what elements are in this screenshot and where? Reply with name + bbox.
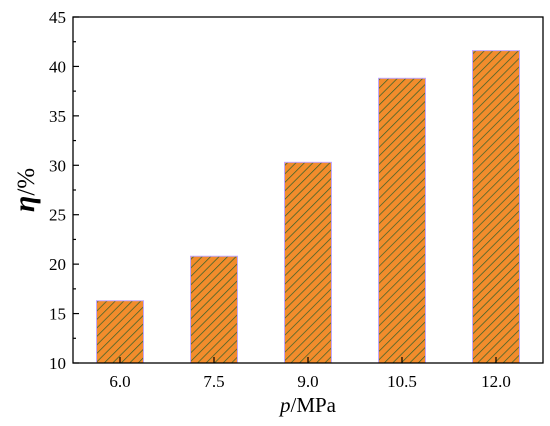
- plot-frame: [72, 16, 544, 364]
- y-tick-label: 15: [49, 305, 66, 324]
- x-axis-ticks: 6.0 7.5 9.0 10.5 12.0: [109, 357, 511, 391]
- y-tick-label: 45: [49, 8, 66, 27]
- x-axis-label-symbol: p: [278, 393, 291, 417]
- bar-9.0: [284, 161, 332, 364]
- y-tick-label: 40: [49, 57, 66, 76]
- x-tick-label: 10.5: [387, 372, 417, 391]
- y-tick-label: 30: [49, 156, 66, 175]
- y-tick-label: 20: [49, 255, 66, 274]
- y-axis-label-unit: /%: [13, 168, 40, 196]
- y-axis-ticks: 10 15 20 25 30 35 40 45: [49, 8, 79, 373]
- y-axis-label: η/%: [8, 168, 41, 212]
- y-tick-label: 10: [49, 354, 66, 373]
- x-axis-label: p/MPa: [278, 393, 337, 417]
- y-tick-label: 25: [49, 206, 66, 225]
- y-tick-label: 35: [49, 107, 66, 126]
- x-tick-label: 9.0: [297, 372, 318, 391]
- bar-6.0: [96, 300, 144, 364]
- x-tick-label: 12.0: [481, 372, 511, 391]
- y-axis-label-symbol: η: [8, 196, 41, 212]
- bars-group: [96, 50, 520, 364]
- x-tick-label: 6.0: [109, 372, 130, 391]
- bar-7.5: [190, 255, 238, 364]
- bar-12.0: [472, 50, 520, 364]
- bar-10.5: [378, 77, 426, 364]
- x-tick-label: 7.5: [203, 372, 224, 391]
- x-axis-label-unit: /MPa: [290, 393, 336, 417]
